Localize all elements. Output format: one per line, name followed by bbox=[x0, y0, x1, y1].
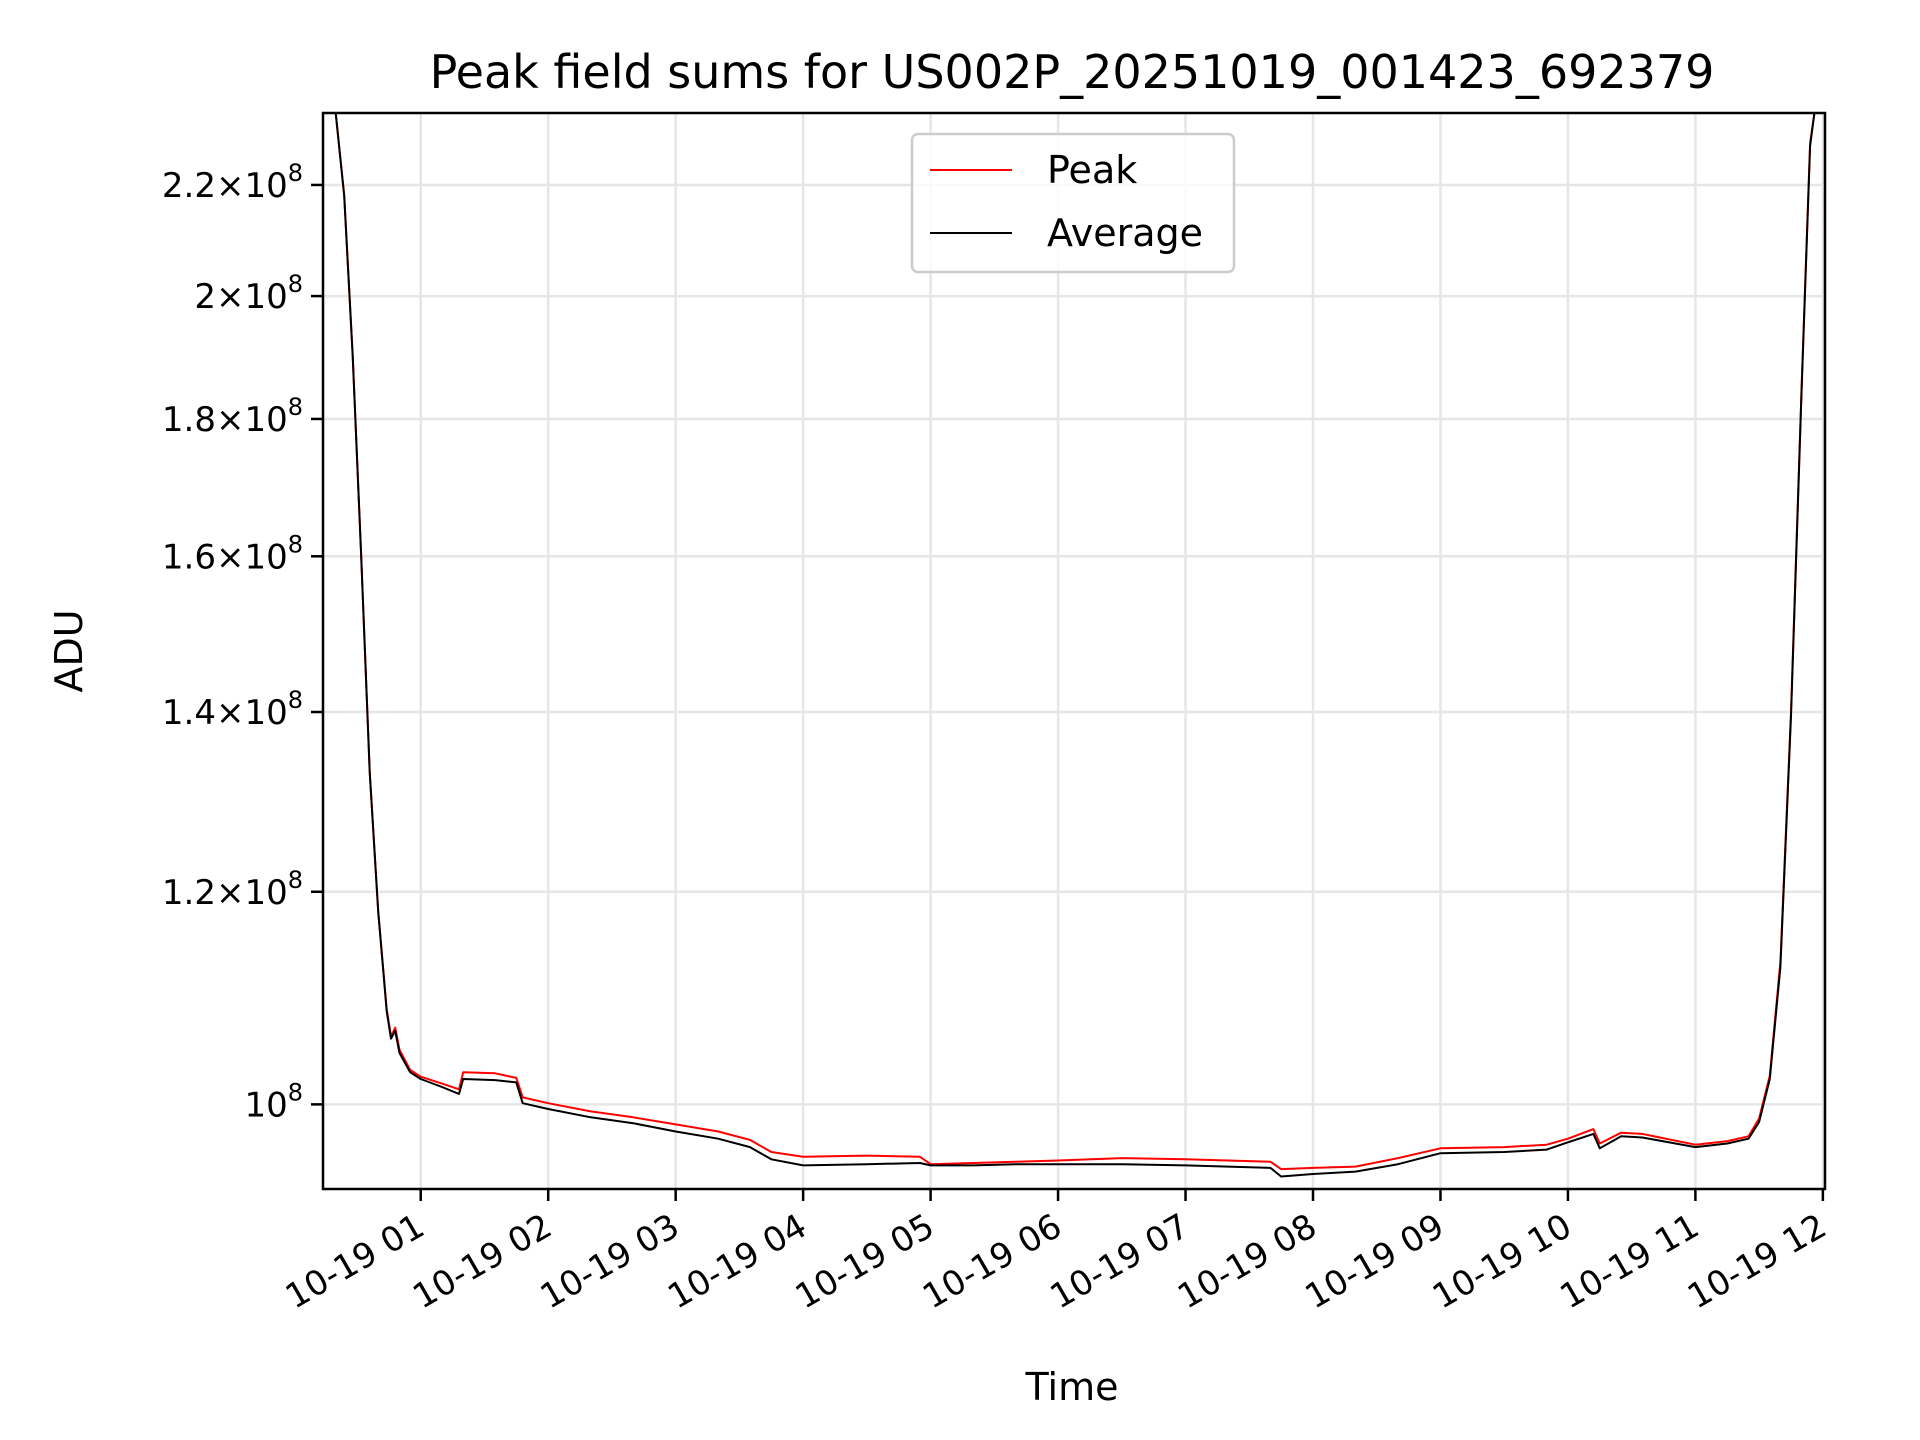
y-tick-mantissa: 1.4×10 bbox=[162, 693, 288, 733]
y-tick-label: 2.2×108 bbox=[162, 159, 303, 206]
legend-label-peak: Peak bbox=[1047, 148, 1137, 192]
x-tick-label: 10-19 12 bbox=[1681, 1206, 1833, 1317]
legend: Peak Average bbox=[910, 132, 1236, 274]
x-tick-label: 10-19 11 bbox=[1554, 1206, 1706, 1317]
x-axis-label: Time bbox=[1025, 1365, 1119, 1409]
chart-title: Peak field sums for US002P_20251019_0014… bbox=[430, 45, 1715, 99]
series-line-average bbox=[323, 113, 1825, 1178]
y-tick-exponent: 8 bbox=[288, 530, 303, 558]
x-tick-label: 10-19 05 bbox=[789, 1206, 941, 1317]
y-tick-exponent: 8 bbox=[288, 270, 303, 298]
y-tick-exponent: 8 bbox=[288, 159, 303, 187]
y-tick-label: 1.2×108 bbox=[162, 866, 303, 913]
y-tick-label: 1.8×108 bbox=[162, 393, 303, 440]
y-tick-label: 1.4×108 bbox=[162, 686, 303, 733]
x-tick-label: 10-19 06 bbox=[916, 1206, 1068, 1317]
y-tick-mantissa: 1.8×10 bbox=[162, 400, 288, 440]
y-tick-exponent: 8 bbox=[288, 686, 303, 714]
y-tick-label: 2×108 bbox=[194, 270, 303, 317]
y-axis-label: ADU bbox=[47, 609, 91, 692]
y-tick-base: 10 bbox=[244, 1085, 287, 1125]
y-tick-label: 108 bbox=[244, 1078, 303, 1125]
grid-lines bbox=[323, 113, 1825, 1189]
x-tick-label: 10-19 10 bbox=[1426, 1206, 1578, 1317]
y-tick-mantissa: 2×10 bbox=[194, 277, 287, 317]
plot-frame bbox=[321, 111, 1827, 1191]
y-tick-exponent: 8 bbox=[288, 866, 303, 894]
legend-box bbox=[910, 132, 1236, 274]
x-tick-label: 10-19 04 bbox=[661, 1206, 813, 1317]
x-tick-label: 10-19 02 bbox=[406, 1206, 558, 1317]
y-tick-mantissa: 2.2×10 bbox=[162, 166, 288, 206]
y-axis: 1081.2×1081.4×1081.6×1081.8×1082×1082.2×… bbox=[162, 159, 323, 1125]
x-tick-label: 10-19 01 bbox=[279, 1206, 431, 1317]
x-tick-label: 10-19 03 bbox=[534, 1206, 686, 1317]
series-group bbox=[323, 113, 1825, 1178]
legend-label-average: Average bbox=[1047, 211, 1203, 255]
y-tick-exponent: 8 bbox=[288, 393, 303, 421]
x-tick-label: 10-19 07 bbox=[1044, 1206, 1196, 1317]
y-tick-label: 1.6×108 bbox=[162, 530, 303, 577]
y-tick-exponent: 8 bbox=[288, 1078, 303, 1106]
x-tick-label: 10-19 08 bbox=[1171, 1206, 1323, 1317]
y-tick-mantissa: 1.6×10 bbox=[162, 537, 288, 577]
y-tick-mantissa: 1.2×10 bbox=[162, 873, 288, 913]
x-tick-label: 10-19 09 bbox=[1299, 1206, 1451, 1317]
